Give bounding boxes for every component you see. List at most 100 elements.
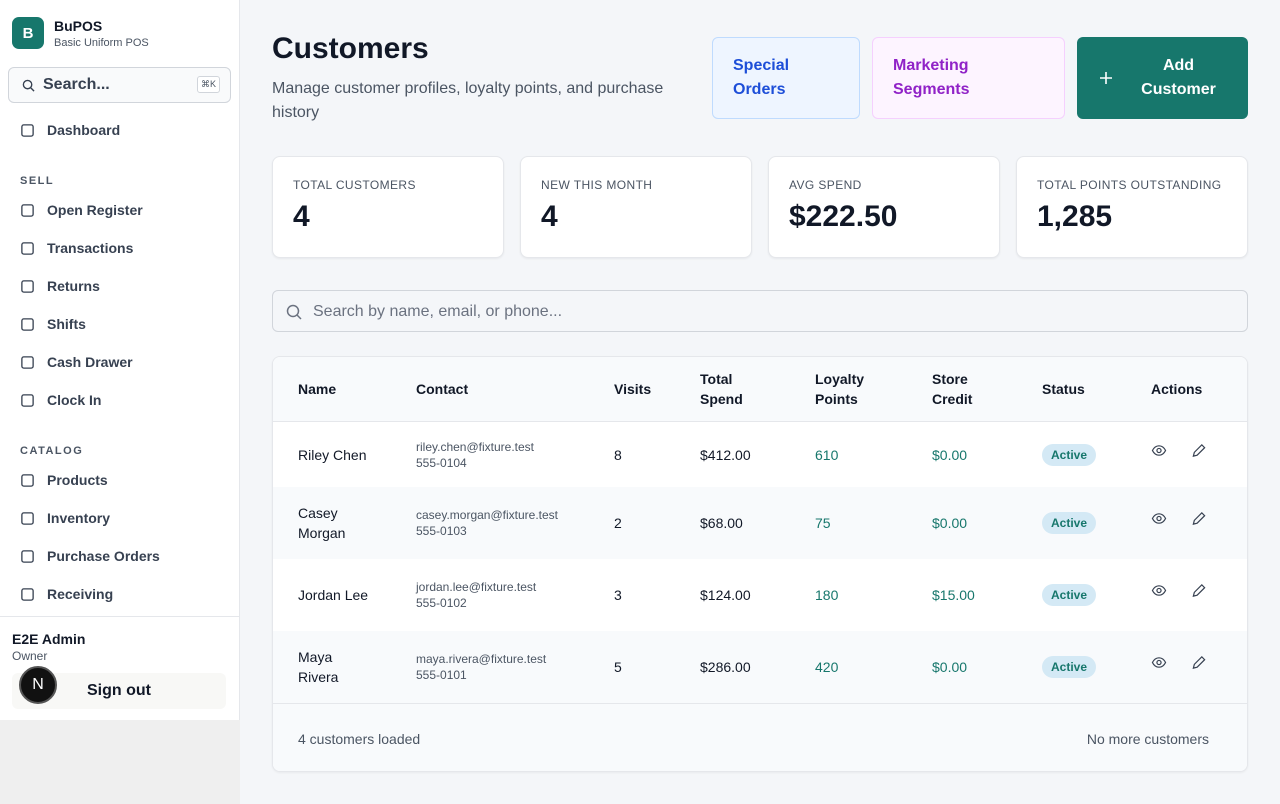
nav-item[interactable]: Open Register: [20, 201, 143, 219]
stat-card: TOTAL POINTS OUTSTANDING 1,285: [1016, 156, 1248, 258]
sidebar-bottom: [0, 720, 240, 804]
icon: [1151, 513, 1167, 524]
table-row: Riley Chen riley.chen@fixture.test 555-010…: [273, 422, 1247, 487]
customer-name: Maya Rivera: [298, 649, 339, 685]
icon: [1192, 443, 1206, 457]
email: maya.rivera@fixture.test: [416, 652, 547, 666]
sidebar: B BuPOS Basic Uniform POS Search... ⌘K D…: [0, 0, 240, 616]
footer-status: No more customers: [1086, 730, 1209, 747]
stat-value: 4: [541, 200, 558, 233]
stat-card: TOTAL CUSTOMERS 4: [272, 156, 504, 258]
table-row: Jordan Lee jordan.lee@fixture.test 555-010…: [273, 559, 1247, 631]
loyalty-points: 420: [815, 659, 839, 675]
store-credit: $0.00: [932, 659, 968, 675]
view-button[interactable]: [1148, 583, 1172, 607]
logo: B: [12, 17, 44, 49]
icon: [21, 241, 34, 255]
icon: [21, 123, 34, 137]
total-spend: $68.00: [700, 515, 743, 531]
view-button[interactable]: [1148, 511, 1172, 535]
edit-button[interactable]: [1188, 655, 1212, 679]
nav-item[interactable]: Shifts: [20, 315, 86, 333]
stat-label: NEW THIS MONTH: [541, 178, 653, 192]
add-customer-button[interactable]: Add Customer: [1077, 37, 1248, 119]
icon: [1192, 512, 1206, 525]
phone: 555-0103: [416, 524, 467, 538]
search-box[interactable]: Search... ⌘K: [8, 67, 231, 103]
icon: [21, 549, 34, 563]
column-header: Contact: [416, 381, 469, 397]
loyalty-points: 610: [815, 446, 839, 463]
special-orders-button[interactable]: Special Orders: [712, 37, 860, 119]
view-button[interactable]: [1148, 655, 1172, 679]
contact: riley.chen@fixture.test 555-0104: [416, 439, 534, 471]
plus-icon: [1100, 72, 1112, 84]
status-badge: Active: [1042, 656, 1097, 678]
customer-name: Casey Morgan: [298, 505, 346, 541]
view-button[interactable]: [1148, 443, 1172, 467]
nav-item[interactable]: Inventory: [20, 509, 110, 527]
user-panel: E2E Admin Owner Sign out N: [0, 616, 240, 720]
email: casey.morgan@fixture.test: [416, 508, 559, 522]
total-spend: $412.00: [700, 446, 751, 463]
total-spend: $286.00: [700, 659, 751, 675]
nav-item[interactable]: Cash Drawer: [20, 353, 133, 371]
edit-button[interactable]: [1188, 511, 1212, 535]
status-badge: Active: [1042, 584, 1097, 606]
table-row: Maya Rivera maya.rivera@fixture.test 555-0…: [273, 631, 1247, 703]
phone: 555-0102: [416, 596, 467, 610]
stat-label: TOTAL CUSTOMERS: [293, 178, 416, 192]
icon: [1151, 585, 1167, 596]
nav-item[interactable]: Receiving: [20, 585, 113, 603]
nav-item[interactable]: Returns: [20, 277, 100, 295]
visits: 3: [614, 587, 622, 603]
brand-name: BuPOS: [54, 18, 103, 34]
stat-value: 1,285: [1037, 200, 1113, 233]
icon: [1151, 657, 1167, 668]
nav-heading: SELL: [20, 175, 55, 187]
contact: casey.morgan@fixture.test 555-0103: [416, 507, 558, 539]
actions: [1148, 583, 1212, 607]
actions: [1148, 443, 1212, 467]
status-badge: Active: [1042, 443, 1097, 466]
brand-tagline: Basic Uniform POS: [54, 37, 149, 49]
stat-label: AVG SPEND: [789, 178, 862, 192]
icon: [21, 473, 34, 487]
customer-search[interactable]: Search by name, email, or phone...: [272, 290, 1248, 332]
icon: [21, 317, 34, 331]
icon: [1192, 584, 1206, 597]
icon: [21, 511, 34, 525]
store-credit: $0.00: [932, 515, 968, 531]
nav-item[interactable]: Purchase Orders: [20, 547, 160, 565]
marketing-button[interactable]: Marketing Segments: [872, 37, 1065, 119]
phone: 555-0101: [416, 668, 467, 682]
edit-button[interactable]: [1188, 443, 1212, 467]
column-header: Store Credit: [932, 371, 973, 407]
icon: [21, 587, 34, 601]
nav-item[interactable]: Products: [20, 471, 108, 489]
store-credit: $15.00: [932, 587, 975, 603]
user-role: Owner: [12, 649, 48, 663]
nav-item[interactable]: Clock In: [20, 391, 101, 409]
total-spend: $124.00: [700, 587, 751, 603]
stat-card: NEW THIS MONTH 4: [520, 156, 752, 258]
shortcut: ⌘K: [197, 76, 221, 93]
icon: [21, 355, 34, 369]
table-row: Casey Morgan casey.morgan@fixture.test 555…: [273, 487, 1247, 559]
icon: [21, 203, 34, 217]
visits: 5: [614, 659, 622, 675]
contact: maya.rivera@fixture.test 555-0101: [416, 651, 546, 683]
icon: [1151, 444, 1167, 456]
icon: [21, 393, 34, 407]
nav-item[interactable]: Transactions: [20, 239, 133, 257]
nav-heading: CATALOG: [20, 445, 84, 457]
edit-button[interactable]: [1188, 583, 1212, 607]
stat-card: AVG SPEND $222.50: [768, 156, 1000, 258]
search-icon: [22, 79, 35, 92]
email: jordan.lee@fixture.test: [416, 580, 537, 594]
email: riley.chen@fixture.test: [416, 439, 535, 454]
search-icon: [286, 304, 302, 320]
nav-item[interactable]: Dashboard: [20, 121, 120, 139]
column-header: Status: [1042, 381, 1085, 397]
dev-badge[interactable]: N: [19, 666, 57, 704]
